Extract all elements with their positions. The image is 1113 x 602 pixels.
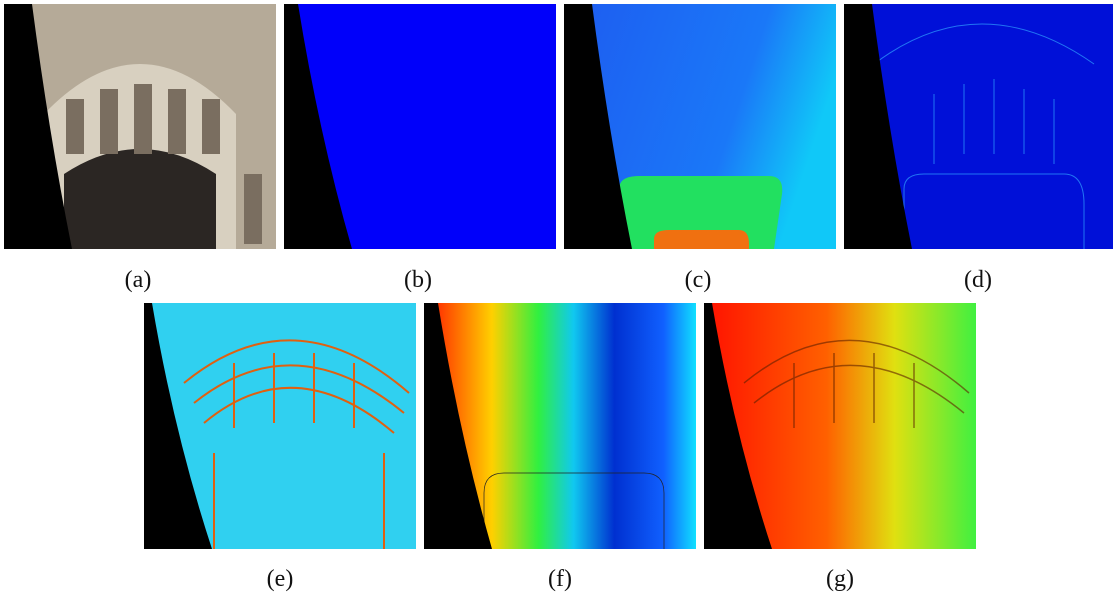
image-e bbox=[144, 303, 416, 549]
image-g bbox=[704, 303, 976, 549]
image-d bbox=[844, 4, 1113, 249]
caption: (f) bbox=[520, 566, 600, 593]
image-b bbox=[284, 4, 556, 249]
caption: (b) bbox=[378, 267, 458, 294]
image-a bbox=[4, 4, 276, 249]
caption: (g) bbox=[800, 566, 880, 593]
image-c bbox=[564, 4, 836, 249]
caption: (c) bbox=[658, 267, 738, 294]
figure: (a) (b) (c) (d) (e) (f) (g) bbox=[0, 0, 1113, 602]
caption: (a) bbox=[98, 267, 178, 294]
image-f bbox=[424, 303, 696, 549]
caption: (d) bbox=[938, 267, 1018, 294]
caption: (e) bbox=[240, 566, 320, 593]
